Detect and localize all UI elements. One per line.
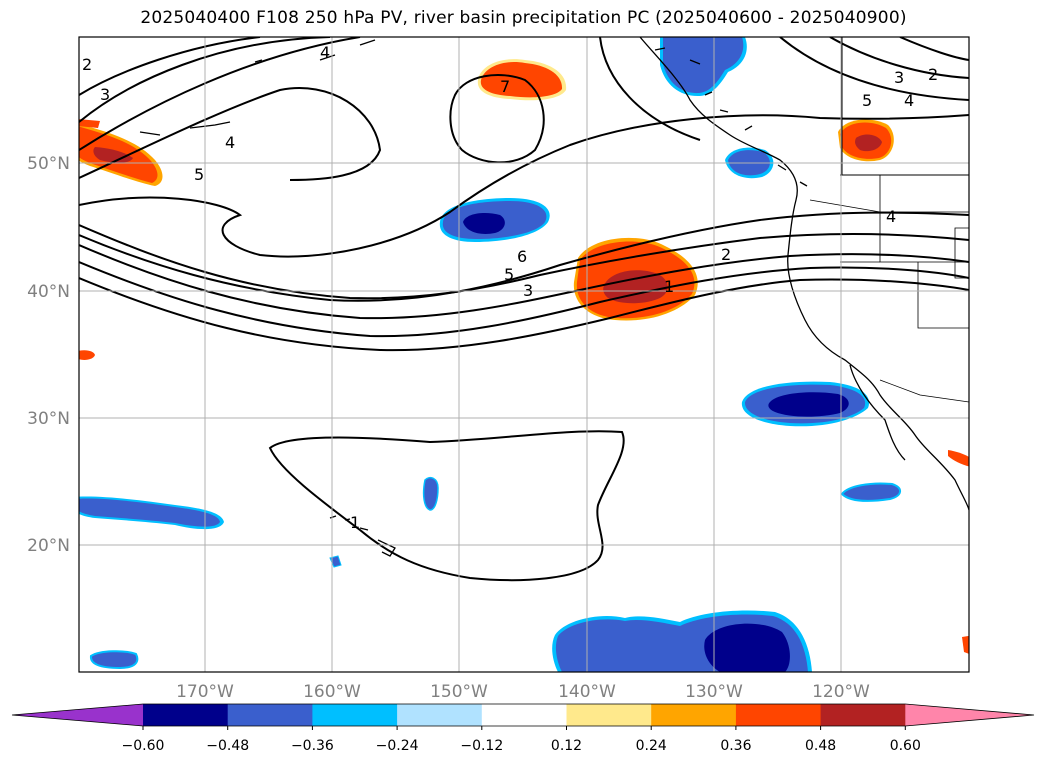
negative-anomaly-tiny — [329, 555, 342, 568]
contour-label: 6 — [517, 247, 527, 266]
colorbar-tick-label: 0.24 — [636, 738, 667, 754]
colorbar-tick-label: 0.12 — [551, 738, 582, 754]
lon-label: 150°W — [430, 682, 488, 702]
negative-anomaly-mexico-coast — [840, 482, 901, 502]
lat-label: 40°N — [27, 282, 70, 302]
colorbar-segment — [312, 704, 398, 726]
colorbar-tick-label: −0.60 — [122, 738, 165, 754]
colorbar-segment — [566, 704, 652, 726]
contour-label: 3 — [100, 85, 110, 104]
positive-anomaly-mexico — [948, 450, 969, 467]
colorbar-tick-label: −0.24 — [376, 738, 419, 754]
lon-label: 170°W — [176, 682, 234, 702]
contour-label: 5 — [504, 265, 514, 284]
colorbar-extend-low — [12, 704, 143, 726]
contour-label: 3 — [523, 281, 533, 300]
colorbar-segment — [397, 704, 483, 726]
lon-label: 130°W — [685, 682, 743, 702]
colorbar-tick-label: 0.36 — [720, 738, 751, 754]
contour-label: 5 — [194, 165, 204, 184]
colorbar-segment — [820, 704, 906, 726]
lon-label: 140°W — [558, 682, 616, 702]
negative-anomaly-west-tropics — [79, 496, 224, 530]
lon-label: 120°W — [812, 682, 870, 702]
colorbar-segment — [227, 704, 313, 726]
coastlines — [139, 37, 969, 557]
colorbar — [11, 703, 1035, 727]
negative-anomaly-south — [552, 610, 812, 672]
latitude-labels: 50°N 40°N 30°N 20°N — [27, 154, 70, 556]
map-plot-area: 2 3 4 5 7 5 4 3 2 4 6 5 3 1 2 4 1 — [79, 37, 969, 672]
negative-anomaly-small-tropics — [422, 476, 439, 511]
colorbar-segment — [143, 704, 229, 726]
colorbar-segment — [651, 704, 737, 726]
colorbar-extend-high — [905, 704, 1034, 726]
negative-anomaly-pacific-north — [439, 198, 550, 242]
contour-labels: 2 3 4 5 7 5 4 3 2 4 6 5 3 1 2 4 1 — [82, 43, 938, 532]
contour-label: 2 — [721, 245, 731, 264]
precip-anomaly-layer — [79, 37, 969, 672]
contour-label: 7 — [500, 77, 510, 96]
negative-anomaly-alaska — [660, 37, 747, 97]
colorbar-tick-label: 0.60 — [890, 738, 921, 754]
colorbar-ticks: −0.60 −0.48 −0.36 −0.24 −0.12 0.12 0.24 0.36 0.4… — [122, 726, 921, 754]
colorbar-tick-label: −0.12 — [460, 738, 503, 754]
pv-contours — [79, 37, 969, 582]
negative-anomaly-sw-corner — [89, 650, 139, 670]
figure-title: 2025040400 F108 250 hPa PV, river basin … — [140, 8, 907, 28]
gridlines — [79, 37, 969, 672]
contour-label: 3 — [894, 68, 904, 87]
contour-label: 4 — [320, 43, 330, 62]
lat-label: 30°N — [27, 409, 70, 429]
positive-anomaly-se-corner — [962, 635, 969, 654]
colorbar-tick-label: −0.48 — [206, 738, 249, 754]
contour-label: 4 — [886, 207, 896, 226]
lon-label: 160°W — [303, 682, 361, 702]
lat-label: 20°N — [27, 536, 70, 556]
colorbar-segment — [481, 704, 567, 726]
contour-label: 5 — [862, 91, 872, 110]
longitude-labels: 170°W 160°W 150°W 140°W 130°W 120°W — [176, 682, 870, 702]
positive-anomaly-bc — [838, 119, 894, 162]
colorbar-tick-label: 0.48 — [805, 738, 836, 754]
negative-anomaly-baja — [741, 381, 870, 427]
contour-label: 4 — [904, 91, 914, 110]
map-frame — [78, 36, 970, 673]
contour-label: 4 — [225, 133, 235, 152]
colorbar-segment — [735, 704, 822, 726]
lat-label: 50°N — [27, 154, 70, 174]
colorbar-tick-label: −0.36 — [291, 738, 334, 754]
contour-label: 1 — [350, 513, 360, 532]
positive-anomaly-west — [79, 119, 163, 360]
contour-label: 2 — [928, 65, 938, 84]
contour-label: 1 — [664, 277, 674, 296]
contour-label: 2 — [82, 55, 92, 74]
